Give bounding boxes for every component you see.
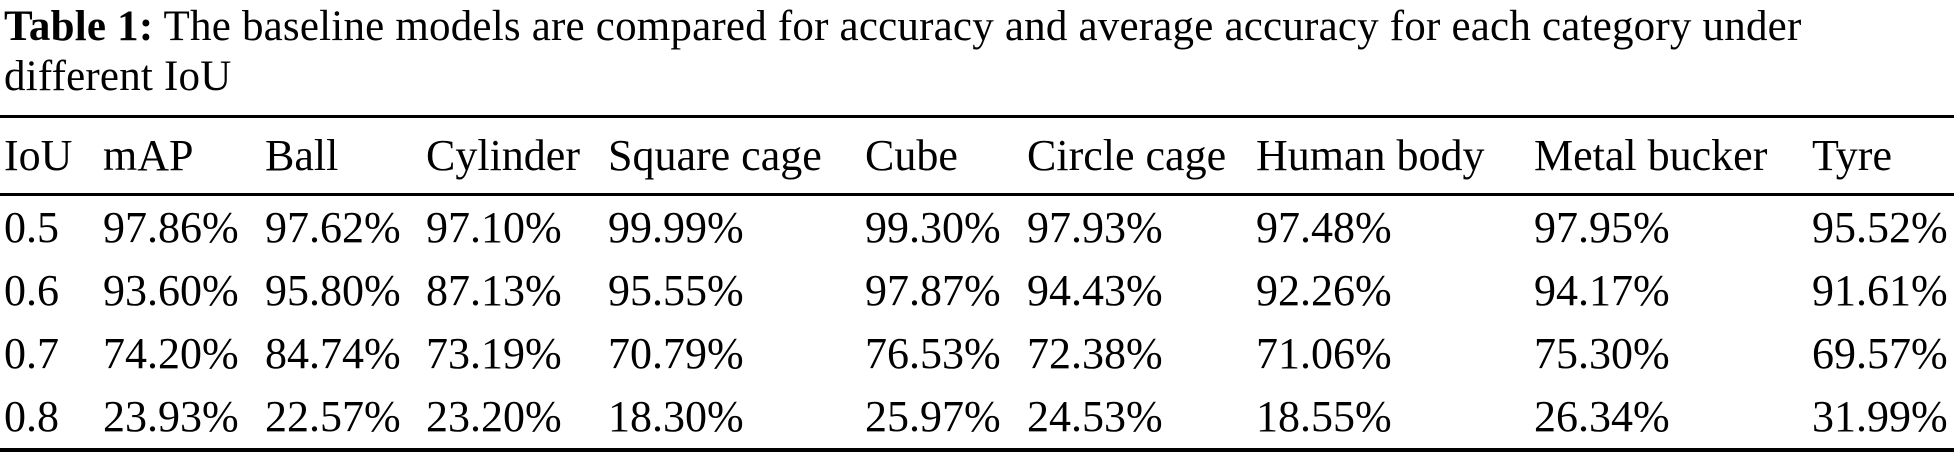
table-cell: 70.79% xyxy=(608,329,744,378)
table-row-iou-0.7: 0.7 74.20% 84.74% 73.19% 70.79% 76.53% 7… xyxy=(0,322,1954,385)
table-cell: 0.6 xyxy=(4,266,59,315)
column-header-metal-bucker: Metal bucker xyxy=(1530,116,1808,196)
table-row-iou-0.6: 0.6 93.60% 95.80% 87.13% 95.55% 97.87% 9… xyxy=(0,259,1954,322)
table-cell: 31.99% xyxy=(1812,392,1948,441)
table-cell: 99.30% xyxy=(865,203,1001,252)
table-cell: 97.95% xyxy=(1534,203,1670,252)
table-cell: 23.20% xyxy=(426,392,562,441)
table-cell: 97.62% xyxy=(265,203,401,252)
table-cell: 69.57% xyxy=(1812,329,1948,378)
table-cell: 99.99% xyxy=(608,203,744,252)
column-header-cube: Cube xyxy=(861,116,1023,196)
table-cell: 97.93% xyxy=(1027,203,1163,252)
table-cell: 75.30% xyxy=(1534,329,1670,378)
table-row-iou-0.8: 0.8 23.93% 22.57% 23.20% 18.30% 25.97% 2… xyxy=(0,385,1954,450)
results-table: IoU mAP Ball Cylinder Square cage Cube C… xyxy=(0,115,1954,452)
table-cell: 93.60% xyxy=(103,266,239,315)
table-cell: 97.10% xyxy=(426,203,562,252)
table-cell: 95.80% xyxy=(265,266,401,315)
table-cell: 26.34% xyxy=(1534,392,1670,441)
table-cell: 71.06% xyxy=(1256,329,1392,378)
table-cell: 92.26% xyxy=(1256,266,1392,315)
table-cell: 0.7 xyxy=(4,329,59,378)
table-cell: 0.8 xyxy=(4,392,59,441)
table-cell: 76.53% xyxy=(865,329,1001,378)
table-caption: Table 1: The baseline models are compare… xyxy=(0,0,1954,102)
column-header-ball: Ball xyxy=(261,116,422,196)
table-cell: 97.48% xyxy=(1256,203,1392,252)
table-cell: 87.13% xyxy=(426,266,562,315)
table-caption-label: Table 1: xyxy=(4,3,154,50)
table-row-iou-0.5: 0.5 97.86% 97.62% 97.10% 99.99% 99.30% 9… xyxy=(0,195,1954,260)
column-header-square-cage: Square cage xyxy=(604,116,861,196)
column-header-tyre: Tyre xyxy=(1808,116,1954,196)
table-cell: 0.5 xyxy=(4,203,59,252)
column-header-circle-cage: Circle cage xyxy=(1023,116,1252,196)
table-cell: 23.93% xyxy=(103,392,239,441)
table-cell: 97.87% xyxy=(865,266,1001,315)
table-cell: 97.86% xyxy=(103,203,239,252)
table-cell: 74.20% xyxy=(103,329,239,378)
header-row: IoU mAP Ball Cylinder Square cage Cube C… xyxy=(0,116,1954,196)
column-header-human-body: Human body xyxy=(1252,116,1530,196)
table-cell: 95.52% xyxy=(1812,203,1948,252)
table-cell: 95.55% xyxy=(608,266,744,315)
table-cell: 18.55% xyxy=(1256,392,1392,441)
table-cell: 91.61% xyxy=(1812,266,1948,315)
table-cell: 18.30% xyxy=(608,392,744,441)
table-cell: 73.19% xyxy=(426,329,562,378)
table-cell: 25.97% xyxy=(865,392,1001,441)
table-cell: 22.57% xyxy=(265,392,401,441)
column-header-cylinder: Cylinder xyxy=(422,116,604,196)
table-cell: 94.43% xyxy=(1027,266,1163,315)
table-caption-text: The baseline models are compared for acc… xyxy=(4,3,1802,100)
column-header-iou: IoU xyxy=(0,116,99,196)
table-cell: 72.38% xyxy=(1027,329,1163,378)
table-cell: 94.17% xyxy=(1534,266,1670,315)
column-header-map: mAP xyxy=(99,116,261,196)
table-cell: 84.74% xyxy=(265,329,401,378)
table-cell: 24.53% xyxy=(1027,392,1163,441)
